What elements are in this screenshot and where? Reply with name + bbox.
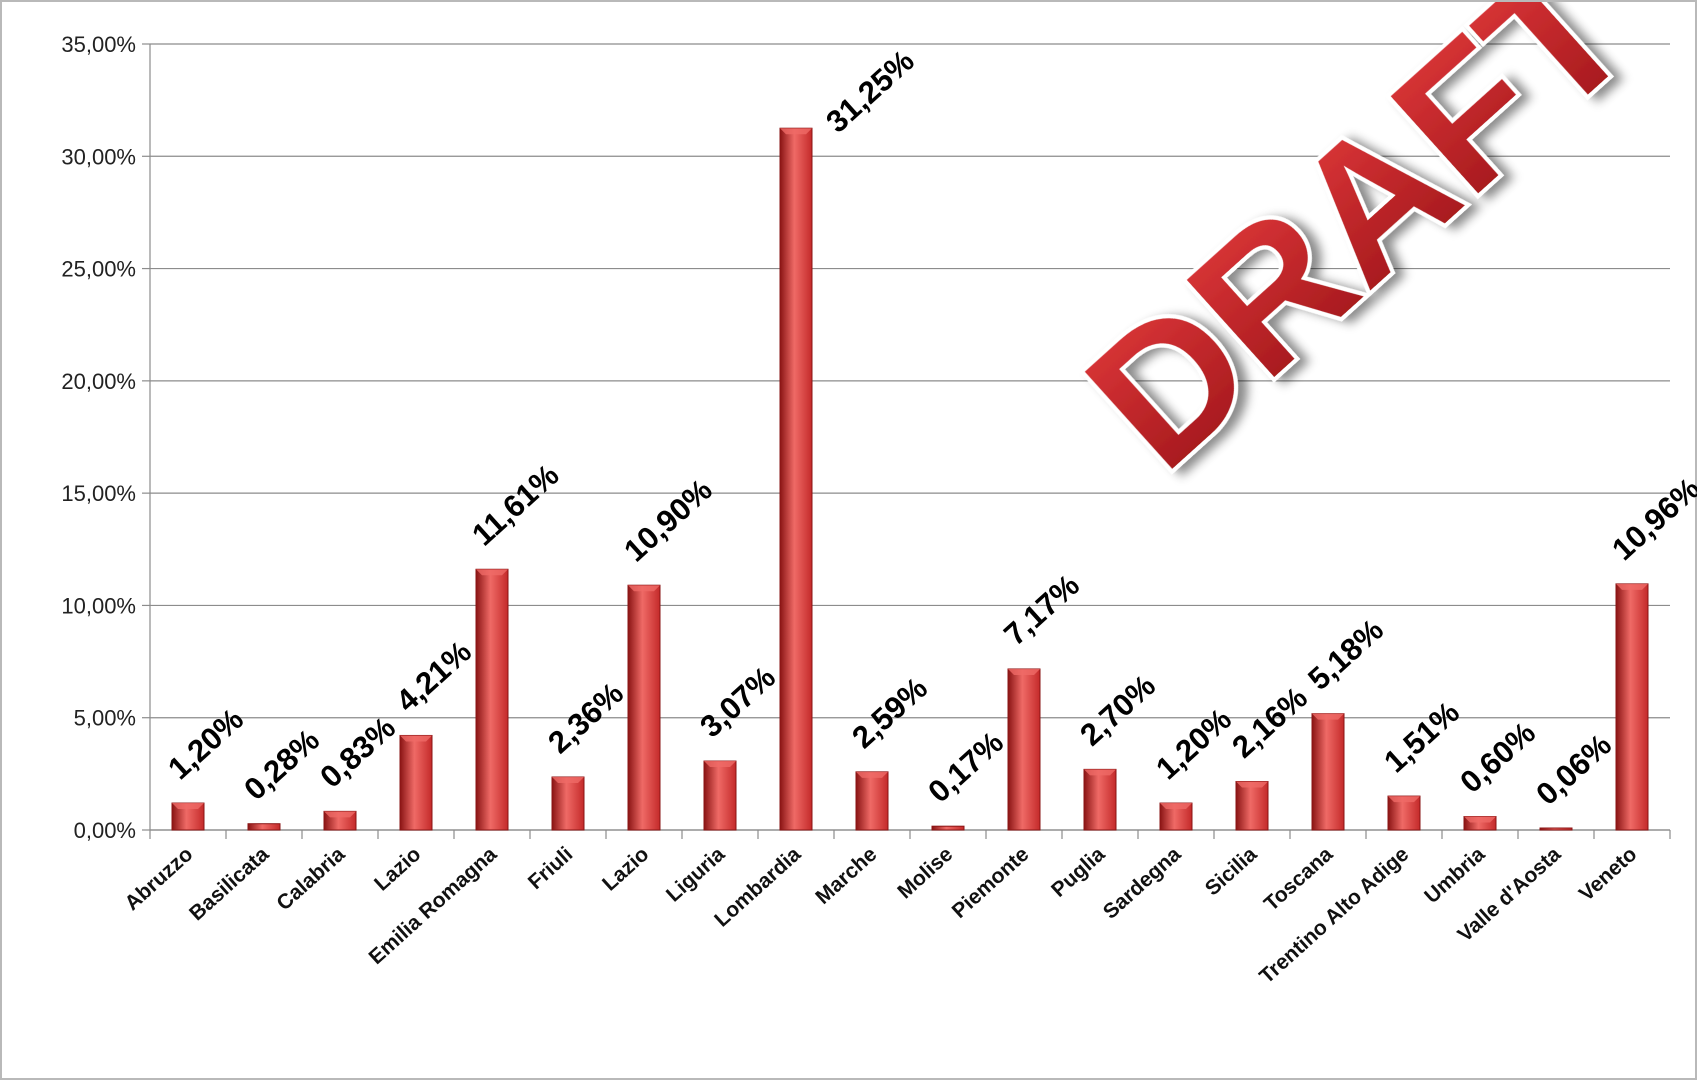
y-tick-label: 35,00%	[61, 32, 136, 57]
category-label: Puglia	[1047, 842, 1109, 901]
data-label: 1,20%	[1149, 701, 1238, 786]
bar-bevel	[1388, 796, 1420, 803]
bar	[779, 127, 813, 831]
data-label: 0,06%	[1529, 727, 1618, 812]
bar-bevel	[552, 777, 584, 784]
gridlines	[150, 43, 1670, 831]
bar	[1387, 795, 1421, 831]
bar	[1235, 780, 1269, 831]
bar-bevel	[628, 585, 660, 592]
data-label: 2,16%	[1225, 680, 1314, 765]
data-label: 10,90%	[617, 472, 719, 568]
category-label: Liguria	[662, 842, 730, 906]
data-label: 0,83%	[313, 710, 402, 795]
category-label: Toscana	[1260, 842, 1338, 915]
data-label: 3,07%	[693, 659, 782, 744]
data-label: 0,28%	[237, 722, 326, 807]
y-tick-label: 30,00%	[61, 144, 136, 169]
bar-bevel	[324, 811, 356, 818]
category-label: Piemonte	[948, 843, 1034, 923]
category-label: Veneto	[1575, 843, 1642, 906]
bar-bevel	[856, 771, 888, 778]
y-tick-label: 10,00%	[61, 593, 136, 618]
bar-bevel	[1236, 781, 1268, 788]
bar-bevel	[172, 803, 204, 810]
category-label: Basilicata	[185, 842, 273, 925]
bar	[1083, 768, 1117, 831]
data-label: 5,18%	[1301, 612, 1390, 697]
bar-bevel	[1008, 668, 1040, 675]
y-tick-label: 0,00%	[74, 818, 136, 843]
category-label: Umbria	[1420, 842, 1489, 908]
bar	[627, 584, 661, 831]
bar-bevel	[1160, 803, 1192, 810]
category-label: Lazio	[598, 843, 653, 896]
y-tick-label: 20,00%	[61, 369, 136, 394]
bar-bevel	[476, 569, 508, 576]
category-label: Sardegna	[1099, 842, 1186, 923]
data-label: 7,17%	[997, 567, 1086, 652]
category-label: Calabria	[272, 842, 349, 915]
data-label: 0,60%	[1453, 715, 1542, 800]
draft-watermark-text: DRAFT	[1048, 2, 1668, 508]
category-label: Friuli	[524, 843, 578, 894]
y-axis-ticks: 0,00% 5,00% 10,00% 15,00% 20,00% 25,00% 30,00%…	[61, 32, 150, 843]
data-label: 31,25%	[819, 43, 921, 139]
bars	[171, 127, 1649, 831]
category-label: Emilia Romagna	[365, 842, 502, 969]
bar	[551, 776, 585, 831]
bar-bevel	[704, 761, 736, 768]
category-label: Sicilia	[1201, 842, 1262, 900]
category-label: Lazio	[370, 843, 425, 896]
bar	[931, 825, 965, 831]
bar-bevel	[780, 128, 812, 135]
y-tick-label: 5,00%	[74, 706, 136, 731]
data-label: 4,21%	[389, 634, 478, 719]
data-label: 2,59%	[845, 670, 934, 755]
bar	[399, 734, 433, 831]
bar-bevel	[1312, 713, 1344, 720]
data-label: 1,20%	[161, 701, 250, 786]
bar	[855, 771, 889, 831]
category-label: Abruzzo	[120, 843, 197, 916]
bar	[1615, 583, 1649, 831]
bar-bevel	[400, 735, 432, 742]
draft-watermark: DRAFT	[1044, 2, 1672, 512]
category-label: Marche	[811, 843, 881, 909]
category-label: Molise	[893, 843, 957, 904]
bar	[475, 568, 509, 831]
bar-bevel	[1616, 583, 1648, 590]
bar	[1539, 827, 1573, 831]
bar	[703, 760, 737, 831]
bar-bevel	[1464, 816, 1496, 823]
data-label: 0,17%	[921, 725, 1010, 810]
data-label: 2,70%	[1073, 668, 1162, 753]
data-label: 10,96%	[1605, 471, 1697, 567]
bar	[1007, 668, 1041, 831]
bar	[247, 823, 281, 831]
data-label: 1,51%	[1377, 694, 1466, 779]
bar-bevel	[1084, 769, 1116, 776]
bar	[1311, 713, 1345, 831]
data-label: 11,61%	[465, 457, 565, 552]
y-tick-label: 15,00%	[61, 481, 136, 506]
y-tick-label: 25,00%	[61, 257, 136, 282]
category-label: Trentino Alto Adige	[1255, 843, 1413, 989]
